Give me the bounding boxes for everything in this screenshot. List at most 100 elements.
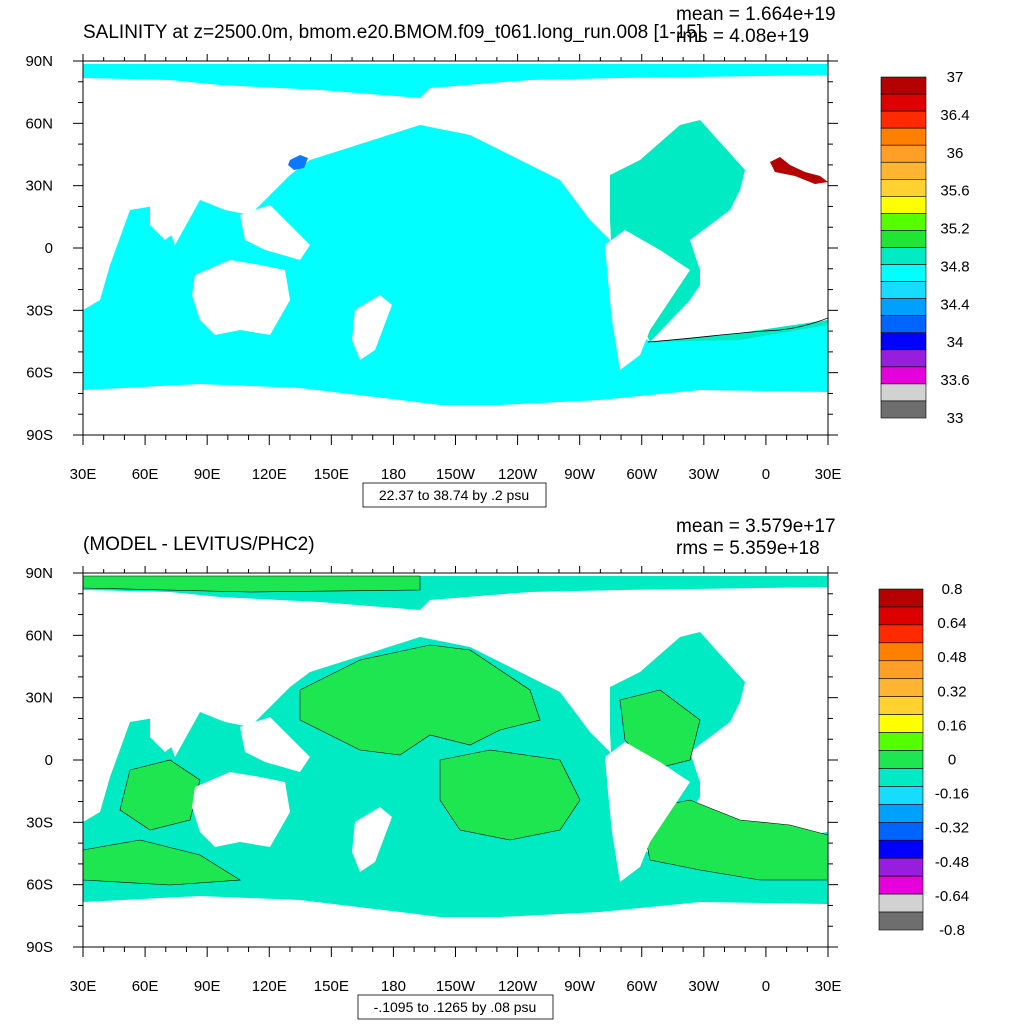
colorbar-box: [880, 196, 927, 214]
positive-anomaly-regions: [83, 575, 828, 886]
y-tick-label: 60N: [25, 627, 53, 644]
contour-info: -.1095 to .1265 by .08 psu: [374, 999, 537, 1015]
new-zealand-land: [352, 295, 392, 360]
colorbar-box: [880, 264, 927, 282]
mediterranean-patch: [770, 157, 828, 184]
colorbar-label: 33.6: [940, 372, 969, 389]
y-tick-label: 60S: [26, 365, 53, 382]
contour-info-box: [357, 994, 554, 1020]
australia-land: [192, 260, 290, 335]
panel-title: (MODEL - LEVITUS/PHC2): [83, 534, 315, 555]
colorbar-box: [880, 76, 927, 95]
panel-title: SALINITY at z=2500.0m, bmom.e20.BMOM.f09…: [83, 22, 702, 43]
arctic-anomaly: [83, 575, 421, 593]
colorbar-box: [880, 161, 927, 180]
x-tick-label: 180: [381, 466, 406, 483]
colorbar-label: 33: [947, 410, 964, 427]
colorbar-box: [878, 750, 924, 769]
x-tick-label: 30E: [70, 978, 97, 995]
colorbar-label: -0.16: [935, 786, 969, 803]
colorbar-box: [878, 786, 924, 805]
x-tick-label: 120E: [252, 978, 287, 995]
x-tick-label: 30E: [815, 466, 842, 483]
colorbar-label: 0.48: [937, 649, 966, 666]
colorbar-label: 34: [947, 334, 964, 351]
colorbar: 0.8 0.64 0.48 0.32 0.16 0 -0.16 -0.32 -0.48 -0.64…: [878, 581, 969, 939]
colorbar-label: 35.2: [940, 221, 969, 238]
colorbar-box: [878, 732, 924, 751]
x-tick-label: 90W: [564, 466, 596, 483]
axis-ticks: [73, 54, 838, 445]
y-tick-label: 0: [45, 752, 53, 769]
colorbar-box: [880, 93, 927, 112]
difference-panel: (MODEL - LEVITUS/PHC2) mean = 3.579e+17 …: [25, 516, 969, 1020]
colorbar-label: -0.32: [935, 820, 969, 837]
x-tick-label: 30W: [688, 978, 720, 995]
colorbar-box: [878, 588, 924, 608]
colorbar-label: 0.64: [937, 615, 966, 632]
mean-label: mean = 3.579e+17: [676, 516, 836, 537]
colorbar-label: 36: [947, 145, 964, 162]
x-tick-label: 150E: [314, 466, 349, 483]
southern-ocean-anomaly: [83, 839, 241, 886]
colorbar-box: [878, 893, 924, 913]
x-tick-label: 60E: [132, 978, 159, 995]
colorbar-box: [878, 804, 924, 823]
y-axis-labels: 90N 60N 30N 0 30S 60S 90S: [25, 53, 53, 444]
india-land: [150, 195, 178, 240]
colorbar-box: [880, 281, 927, 299]
colorbar-label: 0.16: [937, 717, 966, 734]
colorbar-box: [878, 768, 924, 787]
y-tick-label: 30S: [26, 302, 53, 319]
y-tick-label: 30N: [25, 178, 53, 195]
colorbar-box: [880, 247, 927, 265]
maritime-continent-land: [240, 205, 310, 260]
indian-ocean-anomaly: [119, 759, 201, 831]
x-tick-label: 120W: [498, 978, 538, 995]
x-tick-label: 150W: [436, 978, 476, 995]
colorbar-box: [878, 642, 924, 662]
y-tick-label: 90S: [26, 939, 53, 956]
x-tick-label: 0: [762, 978, 770, 995]
x-tick-label: 30E: [70, 466, 97, 483]
colorbar-label: 34.4: [940, 296, 969, 313]
india-land: [150, 707, 178, 752]
colorbar-label: -0.64: [935, 888, 969, 905]
x-tick-label: 150E: [314, 978, 349, 995]
colorbar-box: [880, 110, 927, 129]
colorbar-box: [878, 875, 924, 895]
x-tick-label: 150W: [436, 466, 476, 483]
x-tick-label: 90W: [564, 978, 596, 995]
x-tick-label: 30E: [815, 978, 842, 995]
contour-info: 22.37 to 38.74 by .2 psu: [379, 487, 529, 503]
pacific-indian-ocean: [83, 125, 828, 405]
colorbar-label: 34.8: [940, 258, 969, 275]
x-tick-label: 90E: [194, 978, 221, 995]
x-tick-label: 0: [762, 466, 770, 483]
colorbar-box: [878, 822, 924, 841]
north-atlantic-anomaly: [619, 689, 701, 771]
colorbar-box: [878, 857, 924, 877]
y-tick-label: 90N: [25, 565, 53, 582]
colorbar-box: [880, 383, 927, 402]
arctic-ocean: [83, 64, 828, 98]
colorbar-box: [880, 332, 927, 351]
y-tick-label: 30N: [25, 690, 53, 707]
x-tick-label: 120E: [252, 466, 287, 483]
x-tick-label: 180: [381, 978, 406, 995]
colorbar-box: [878, 624, 924, 644]
central-pacific-anomaly: [439, 749, 581, 841]
y-tick-label: 90S: [26, 427, 53, 444]
x-tick-label: 90E: [194, 466, 221, 483]
colorbar-box: [878, 606, 924, 626]
australia-land: [192, 772, 290, 847]
x-axis-labels: 30E 60E 90E 120E 150E 180 150W 120W 90W 60W 30W 0 30…: [70, 978, 842, 995]
colorbar-box: [880, 127, 927, 146]
colorbar-box: [878, 660, 924, 680]
y-tick-label: 60N: [25, 115, 53, 132]
south-america-land: [605, 742, 690, 882]
colorbar-box: [880, 315, 927, 334]
y-axis-labels: 90N 60N 30N 0 30S 60S 90S: [25, 565, 53, 956]
